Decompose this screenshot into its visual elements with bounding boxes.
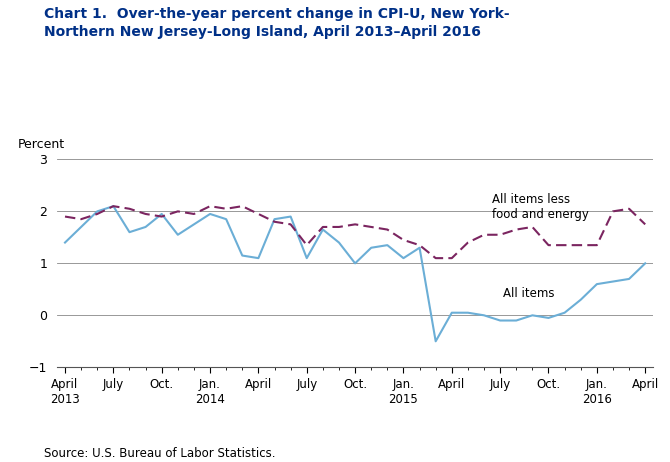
- Text: All items: All items: [503, 287, 555, 300]
- Text: Chart 1.  Over-the-year percent change in CPI-U, New York-
Northern New Jersey-L: Chart 1. Over-the-year percent change in…: [44, 7, 509, 39]
- Text: Source: U.S. Bureau of Labor Statistics.: Source: U.S. Bureau of Labor Statistics.: [44, 447, 275, 460]
- Text: All items less
food and energy: All items less food and energy: [492, 193, 589, 221]
- Text: Percent: Percent: [18, 138, 65, 151]
